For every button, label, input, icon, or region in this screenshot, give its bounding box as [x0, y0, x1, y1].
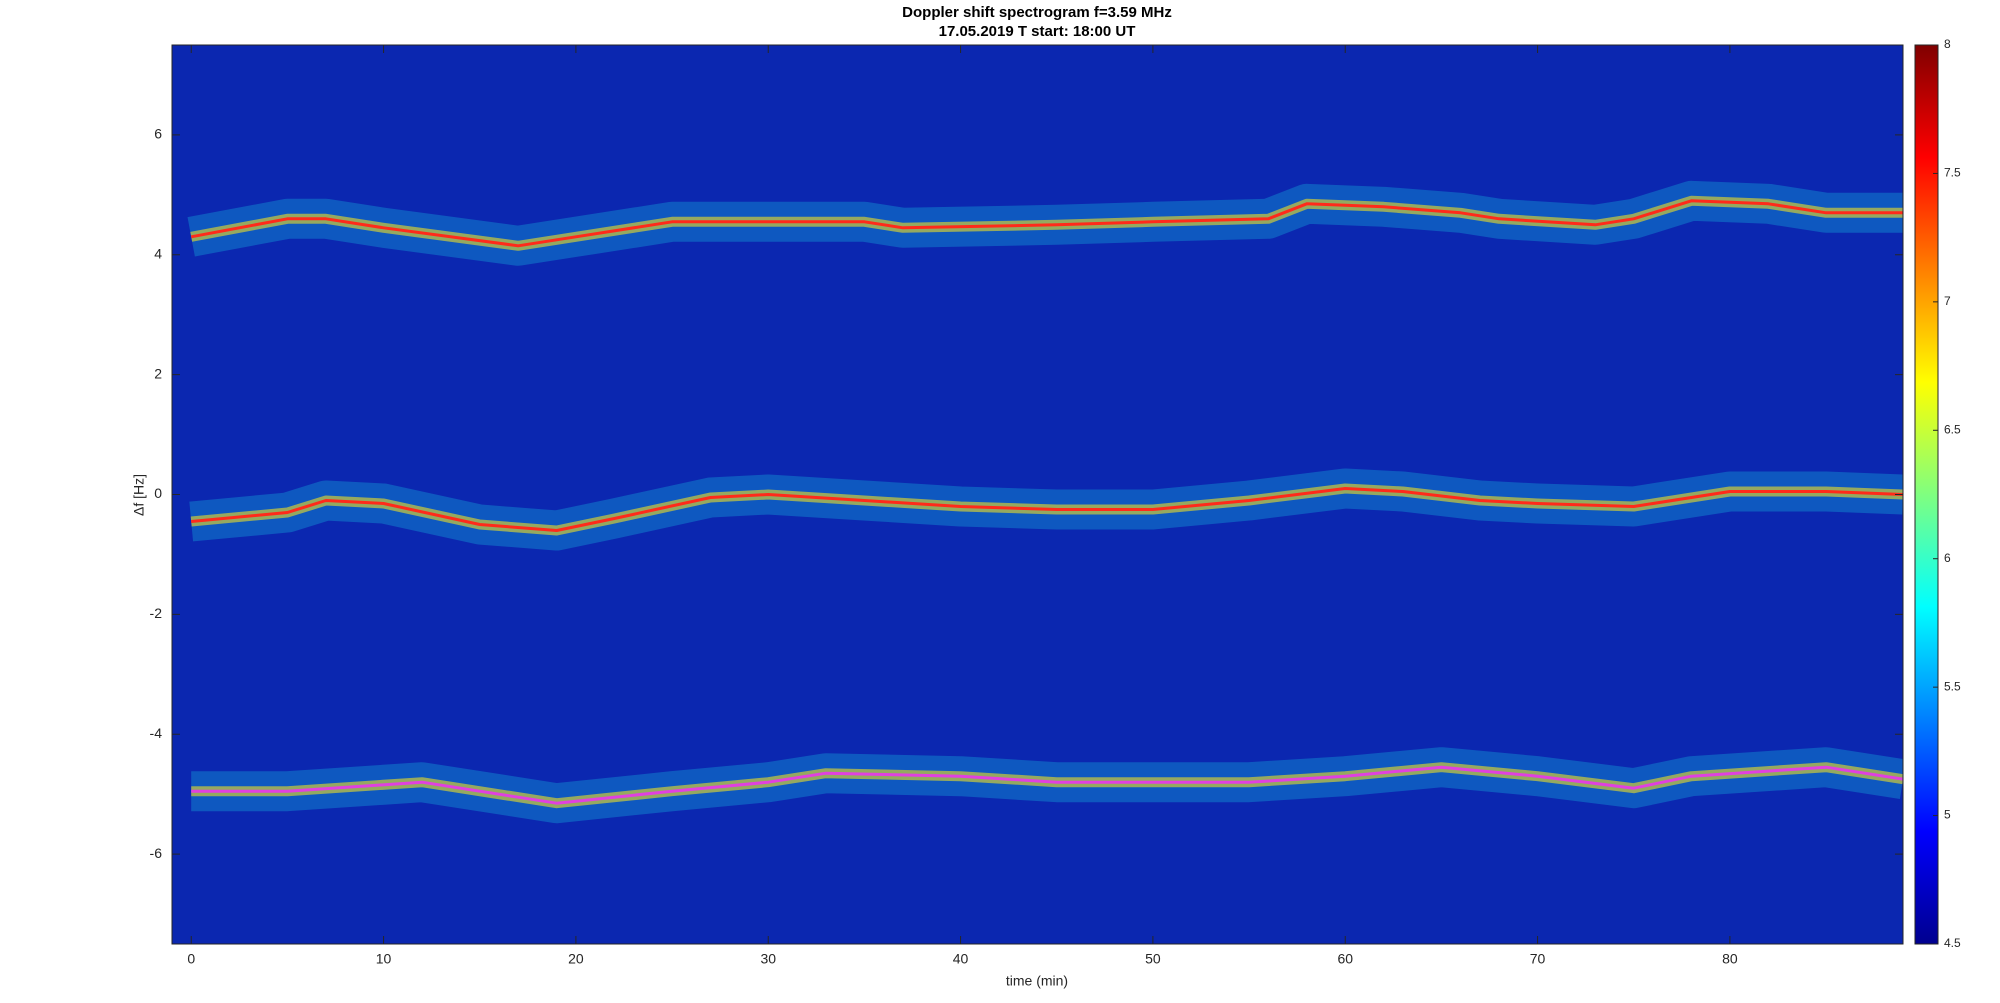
- x-tick-label: 30: [760, 951, 776, 967]
- chart-subtitle: 17.05.2019 T start: 18:00 UT: [939, 23, 1136, 40]
- plot-area: [187, 180, 1903, 824]
- colorbar-tick-label: 6.5: [1944, 422, 1961, 436]
- y-tick-label: -4: [150, 725, 163, 741]
- y-tick-label: 6: [154, 126, 162, 142]
- y-tick-label: -6: [150, 845, 163, 861]
- trace-line: [190, 199, 1903, 248]
- x-tick-label: 50: [1145, 951, 1161, 967]
- y-tick-label: 2: [154, 365, 162, 381]
- x-tick-label: 70: [1530, 951, 1546, 967]
- colorbar-tick-label: 7: [1944, 294, 1951, 308]
- y-axis-label: Δf [Hz]: [131, 474, 147, 516]
- spectrogram-background: [172, 45, 1903, 944]
- colorbar-tick-label: 5.5: [1944, 679, 1961, 693]
- colorbar: [1915, 45, 1938, 944]
- trace-line: [191, 765, 1903, 805]
- y-tick-label: 0: [154, 485, 162, 501]
- colorbar-tick-label: 7.5: [1944, 166, 1961, 180]
- x-tick-label: 10: [376, 951, 392, 967]
- x-tick-label: 40: [953, 951, 969, 967]
- x-tick-label: 0: [187, 951, 195, 967]
- chart-title: Doppler shift spectrogram f=3.59 MHz: [902, 4, 1172, 21]
- colorbar-tick-label: 4.5: [1944, 936, 1961, 950]
- x-tick-label: 60: [1337, 951, 1353, 967]
- colorbar-tick-label: 8: [1944, 37, 1951, 51]
- y-tick-label: -2: [150, 605, 163, 621]
- colorbar-tick-label: 5: [1944, 808, 1951, 822]
- trace-line: [191, 487, 1903, 532]
- x-tick-label: 80: [1722, 951, 1738, 967]
- y-tick-label: 4: [154, 245, 162, 261]
- x-axis-label: time (min): [1006, 973, 1068, 989]
- colorbar-frame: [1914, 44, 1939, 945]
- x-tick-label: 20: [568, 951, 584, 967]
- colorbar-tick-label: 6: [1944, 551, 1951, 565]
